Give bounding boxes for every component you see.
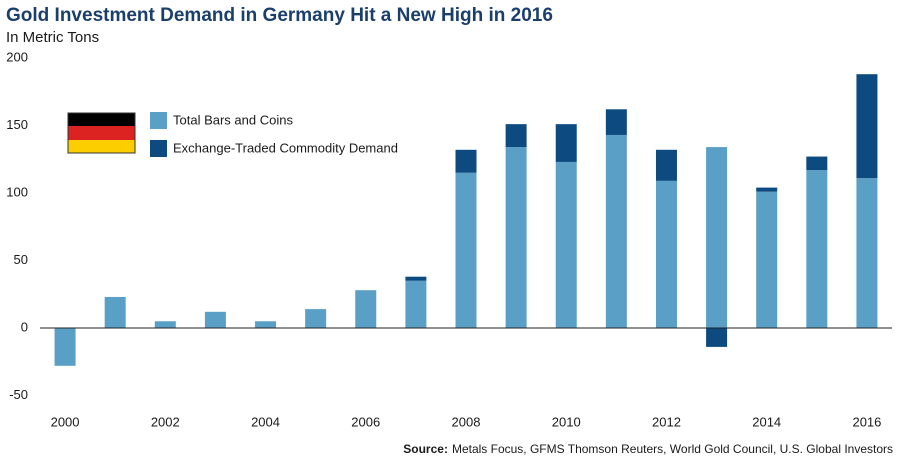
bar xyxy=(204,311,226,328)
bar xyxy=(856,74,878,179)
bar xyxy=(756,187,778,192)
bar xyxy=(305,309,327,328)
bar xyxy=(154,321,176,328)
y-tick-label: 150 xyxy=(6,117,28,132)
y-tick-label: 0 xyxy=(21,319,28,334)
bar xyxy=(255,321,277,328)
flag-stripe xyxy=(68,140,135,153)
bar xyxy=(555,161,577,328)
x-tick-label: 2010 xyxy=(552,414,581,429)
x-tick-label: 2016 xyxy=(852,414,881,429)
bar xyxy=(455,149,477,173)
bar xyxy=(505,147,527,328)
flag xyxy=(67,112,136,154)
bar xyxy=(605,134,627,328)
y-tick-label: 50 xyxy=(14,252,28,267)
x-tick-label: 2012 xyxy=(652,414,681,429)
bar xyxy=(806,156,828,171)
y-tick-label: 200 xyxy=(6,49,28,64)
legend-label: Exchange-Traded Commodity Demand xyxy=(173,140,398,155)
x-tick-label: 2006 xyxy=(351,414,380,429)
bar xyxy=(555,124,577,162)
chart-title: Gold Investment Demand in Germany Hit a … xyxy=(6,5,553,26)
bar xyxy=(455,172,477,328)
legend-swatch xyxy=(150,140,167,157)
y-tick-label: -50 xyxy=(9,387,28,402)
bar xyxy=(655,149,677,181)
flag-border xyxy=(67,112,136,154)
legend-swatch xyxy=(150,112,167,129)
bar xyxy=(706,147,728,328)
bar xyxy=(54,328,76,366)
x-tick-label: 2002 xyxy=(151,414,180,429)
bar xyxy=(505,124,527,148)
bar xyxy=(605,109,627,135)
chart-subtitle: In Metric Tons xyxy=(6,29,99,46)
bar xyxy=(104,296,126,328)
bar xyxy=(655,180,677,328)
bar xyxy=(806,170,828,328)
flag-stripe xyxy=(68,113,135,126)
source: Source: Metals Focus, GFMS Thomson Reuter… xyxy=(403,442,893,456)
y-tick-label: 100 xyxy=(6,184,28,199)
bar xyxy=(405,280,427,328)
x-tick-label: 2008 xyxy=(452,414,481,429)
legend-label: Total Bars and Coins xyxy=(173,112,293,127)
bar xyxy=(405,276,427,281)
bar xyxy=(856,178,878,328)
source-label: Source: xyxy=(403,442,448,456)
bar xyxy=(756,191,778,328)
bar xyxy=(355,290,377,328)
bar xyxy=(706,328,728,347)
x-tick-label: 2000 xyxy=(51,414,80,429)
x-tick-label: 2004 xyxy=(251,414,280,429)
x-tick-label: 2014 xyxy=(752,414,781,429)
source-text: Metals Focus, GFMS Thomson Reuters, Worl… xyxy=(452,442,893,456)
flag-stripe xyxy=(68,126,135,140)
